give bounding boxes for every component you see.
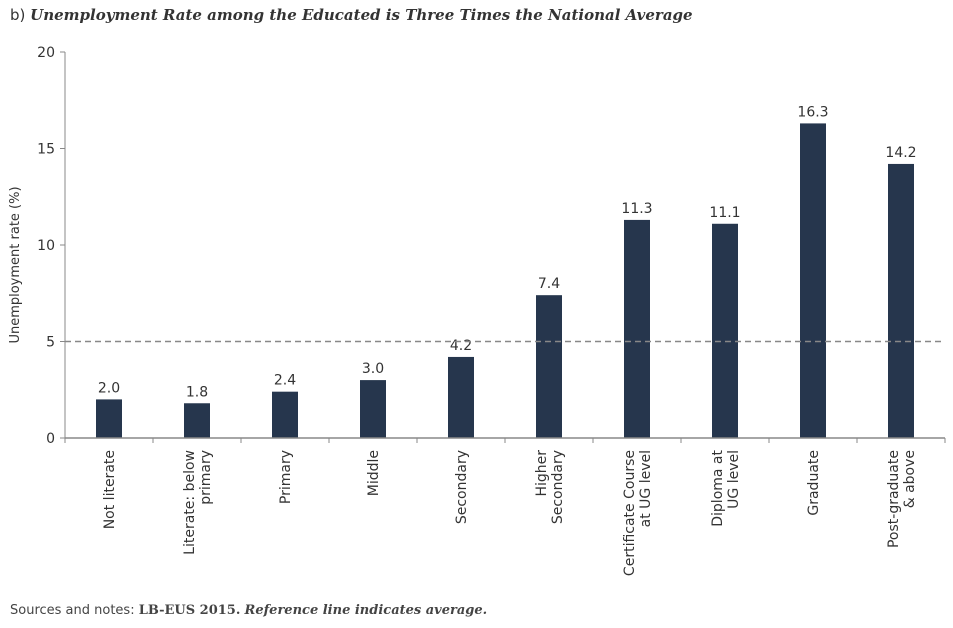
category-label: Primary (278, 450, 294, 504)
title-prefix: b) (10, 6, 26, 24)
category-label: Post-graduate (886, 450, 902, 548)
bar-value-label: 11.3 (621, 201, 652, 217)
bar-value-label: 16.3 (797, 104, 828, 120)
chart-title: b) Unemployment Rate among the Educated … (10, 6, 693, 24)
bar (624, 219, 650, 438)
bar (536, 295, 562, 438)
y-tick-label: 15 (37, 142, 55, 158)
category-label: Literate: below (182, 450, 198, 555)
sources-value: LB-EUS 2015. (138, 603, 241, 618)
bar-value-label: 1.8 (186, 384, 208, 400)
bar (360, 380, 386, 438)
bar (888, 163, 914, 438)
bar-value-label: 14.2 (885, 145, 916, 161)
category-label: at UG level (638, 450, 654, 527)
category-label: Middle (366, 450, 382, 496)
category-label: UG level (726, 450, 742, 509)
y-tick-label: 5 (46, 335, 55, 351)
bar (712, 223, 738, 438)
y-tick-label: 0 (46, 431, 55, 447)
category-label: Diploma at (710, 449, 726, 526)
bar-value-label: 7.4 (538, 276, 560, 292)
category-label: Not literate (102, 450, 118, 529)
category-label: Higher (534, 450, 550, 497)
bar-value-label: 11.1 (709, 205, 740, 221)
bar-value-label: 3.0 (362, 361, 384, 377)
title-text: Unemployment Rate among the Educated is … (30, 6, 693, 24)
bar-value-label: 2.0 (98, 380, 120, 396)
bar-value-label: 4.2 (450, 338, 472, 354)
reference-note: Reference line indicates average. (244, 603, 488, 618)
category-label: Graduate (806, 450, 822, 516)
sources-note: Sources and notes: LB-EUS 2015. Referenc… (10, 603, 487, 618)
category-label: Certificate Course (622, 450, 638, 576)
bar-value-label: 2.4 (274, 373, 296, 389)
category-label: primary (198, 450, 214, 505)
sources-label: Sources and notes: (10, 603, 135, 618)
bar (800, 123, 826, 438)
category-label: Secondary (550, 450, 566, 524)
y-axis-title: Unemployment rate (%) (8, 186, 23, 343)
bar-chart: 0 5 10 15 20 Unemployment rate (%) 2.0 1.8 2.4 3.… (8, 45, 946, 576)
bar (184, 403, 210, 438)
bar (448, 356, 474, 438)
bar (272, 391, 298, 438)
y-tick-label: 20 (37, 45, 55, 61)
category-label: & above (902, 450, 918, 508)
bar (96, 399, 122, 438)
category-label: Secondary (454, 450, 470, 524)
y-tick-label: 10 (37, 238, 55, 254)
